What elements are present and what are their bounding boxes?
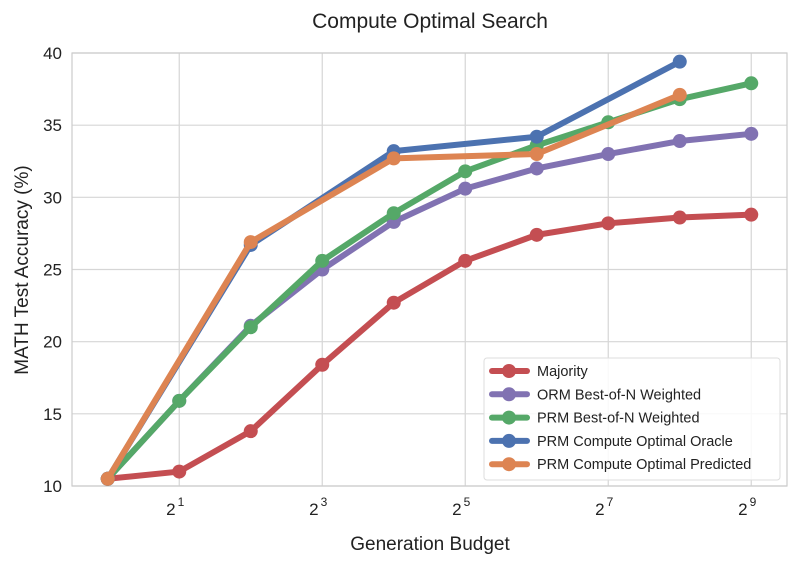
data-point — [672, 210, 687, 225]
data-point — [601, 216, 616, 231]
data-point — [243, 424, 258, 439]
data-point — [315, 357, 330, 372]
data-point — [672, 54, 687, 69]
x-tick-exponent: 9 — [750, 495, 757, 509]
data-point — [672, 134, 687, 149]
x-tick-base: 2 — [738, 500, 747, 519]
data-point — [243, 235, 258, 250]
data-point — [529, 161, 544, 176]
y-tick-label: 15 — [43, 405, 62, 424]
y-tick-label: 30 — [43, 188, 62, 207]
chart-title: Compute Optimal Search — [312, 10, 548, 33]
legend-label: PRM Best-of-N Weighted — [537, 411, 700, 427]
data-point — [386, 151, 401, 166]
x-tick-exponent: 7 — [607, 495, 614, 509]
x-tick-exponent: 5 — [464, 495, 471, 509]
data-point — [172, 464, 187, 479]
y-axis-label: MATH Test Accuracy (%) — [12, 165, 33, 374]
legend-swatch-marker — [502, 410, 516, 425]
data-point — [744, 76, 759, 91]
legend-swatch-marker — [502, 433, 516, 448]
data-point — [172, 393, 187, 408]
y-tick-label: 25 — [43, 261, 62, 280]
legend-label: PRM Compute Optimal Predicted — [537, 457, 751, 473]
x-tick-base: 2 — [309, 500, 318, 519]
y-tick-label: 35 — [43, 116, 62, 135]
legend: Majority ORM Best-of-N Weighted PRM Best-o… — [483, 357, 781, 481]
x-tick-exponent: 3 — [321, 495, 328, 509]
plot-frame — [71, 52, 788, 487]
data-point — [744, 207, 759, 222]
data-point — [458, 181, 473, 196]
legend-swatch-marker — [502, 457, 516, 472]
data-point — [243, 320, 258, 335]
series-majority — [100, 207, 759, 486]
data-point — [529, 227, 544, 242]
legend-label: Majority — [537, 364, 589, 380]
legend-swatch-marker — [502, 364, 516, 378]
y-tick-label: 20 — [43, 333, 62, 352]
series-line — [104, 211, 755, 482]
data-point — [458, 253, 473, 268]
data-point — [744, 126, 759, 141]
legend-swatch-marker — [502, 387, 516, 402]
legend-label: PRM Compute Optimal Oracle — [537, 434, 733, 450]
legend-label: ORM Best-of-N Weighted — [537, 387, 701, 403]
series-prm-compute-optimal-predicted — [100, 87, 687, 486]
y-tick-label: 10 — [43, 477, 62, 496]
x-tick-base: 2 — [166, 500, 175, 519]
y-tick-label: 40 — [43, 44, 62, 63]
data-point — [458, 164, 473, 179]
data-point — [100, 471, 115, 486]
x-axis-label: Generation Budget — [350, 534, 510, 555]
data-point — [672, 87, 687, 102]
data-point — [386, 206, 401, 221]
data-point — [529, 129, 544, 144]
legend-frame — [483, 357, 781, 481]
data-point — [529, 147, 544, 162]
data-point — [386, 295, 401, 310]
x-tick-base: 2 — [595, 500, 604, 519]
x-tick-base: 2 — [452, 500, 461, 519]
data-point — [601, 147, 616, 162]
data-point — [315, 253, 330, 268]
x-tick-exponent: 1 — [178, 495, 185, 509]
